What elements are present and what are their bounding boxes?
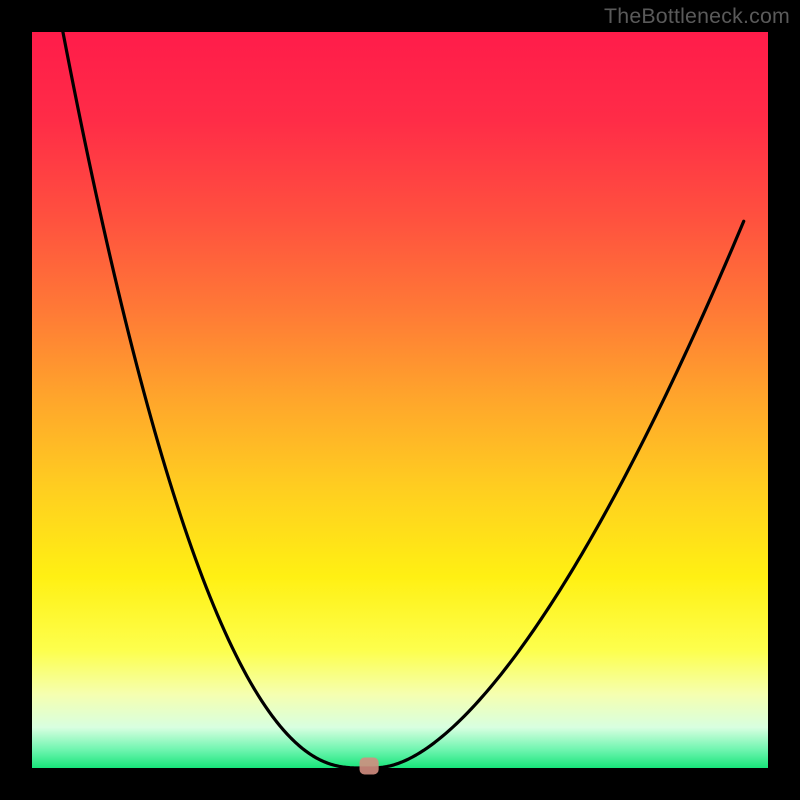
- bottleneck-chart: [0, 0, 800, 800]
- chart-background: [32, 32, 768, 768]
- watermark-text: TheBottleneck.com: [604, 4, 790, 29]
- minimum-marker: [360, 758, 379, 775]
